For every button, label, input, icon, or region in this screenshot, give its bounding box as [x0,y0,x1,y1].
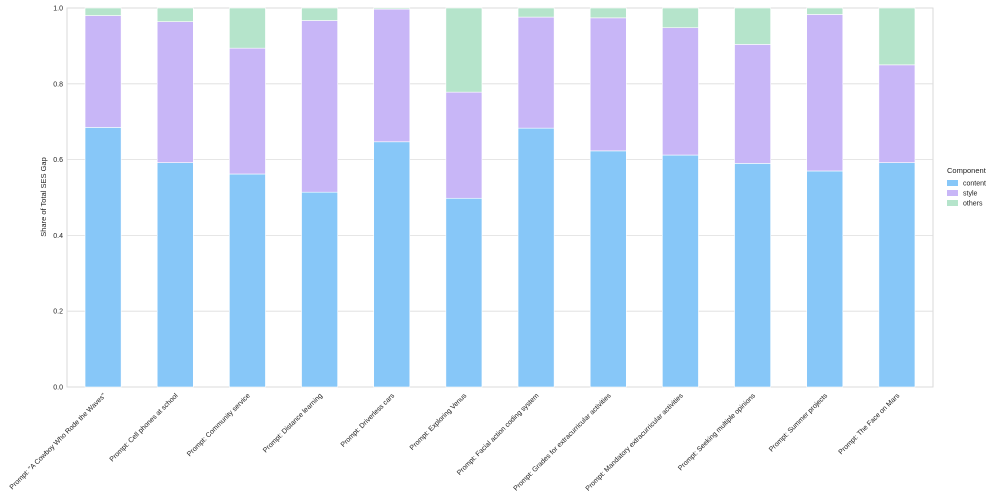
y-tick-label: 0.8 [53,81,63,88]
plot-area-border [66,7,934,388]
legend: Component content style others [947,166,987,208]
bar-style [156,21,194,163]
bar-content [445,197,483,388]
legend-label-others: others [963,201,983,208]
bar-others [156,7,194,22]
x-tick-label: Prompt: Community service [186,392,252,458]
bar-others [84,7,122,16]
bar-others [662,7,699,29]
bar-style [878,64,916,163]
x-tick-label: Prompt: Driverless cars [340,392,397,449]
x-tick-label: Prompt: The Face on Mars [838,392,902,456]
bar-content [878,162,916,388]
legend-items: content style others [947,180,986,208]
x-tick-label: Prompt: Facial action coding system [456,392,541,477]
y-tick-labels: 0.0 0.2 0.4 0.6 0.8 1.0 [53,6,63,392]
bar-content [229,173,266,388]
bar-others [301,7,338,21]
bar-style [84,15,122,128]
bar-others [517,7,555,18]
legend-swatch-content [947,180,958,186]
bar-others [589,7,627,19]
x-tick-labels: Prompt: "A Cowboy Who Rode the Waves" Pro… [9,392,902,492]
x-tick-label: Prompt: Summer projects [768,392,829,453]
bar-others [229,7,266,49]
grid-lines [67,7,933,388]
y-tick-label: 1.0 [53,6,63,13]
legend-swatch-style [947,190,958,196]
x-tick-label: Prompt: "A Cowboy Who Rode the Waves" [9,392,108,491]
bar-content [373,141,411,388]
bar-style [806,14,844,172]
y-tick-label: 0.6 [53,157,63,164]
bar-content [156,162,194,388]
x-tick-label: Prompt: Seeking multiple opinions [677,392,757,472]
x-tick-label: Prompt: Exploring Venus [409,392,469,452]
bar-style [445,91,483,199]
bar-style [589,17,627,152]
bar-content [806,170,844,388]
legend-label-style: style [963,191,978,198]
bars [84,7,916,388]
bar-others [878,7,916,66]
bar-content [301,191,338,388]
x-tick-label: Prompt: Cell phones at school [109,392,180,463]
y-tick-label: 0.2 [53,309,63,316]
bar-others [806,7,844,15]
bar-content [589,150,627,388]
legend-label-content: content [963,181,986,188]
y-axis-title: Share of Total SES Gap [39,157,48,237]
bar-content [662,154,699,388]
legend-title: Component [947,166,987,175]
x-tick-label: Prompt: Distance learning [262,392,324,454]
y-tick-label: 0.0 [53,385,63,392]
bar-style [301,20,338,193]
bar-content [734,163,771,388]
y-tick-label: 0.4 [53,233,63,240]
bar-content [517,127,555,388]
bar-style [734,44,771,164]
bar-style [517,16,555,129]
bar-others [445,7,483,93]
bar-style [373,8,411,143]
bar-content [84,127,122,388]
bar-others [373,7,411,10]
bar-style [229,47,266,175]
bar-others [734,7,771,45]
bar-style [662,27,699,156]
legend-swatch-others [947,200,958,206]
